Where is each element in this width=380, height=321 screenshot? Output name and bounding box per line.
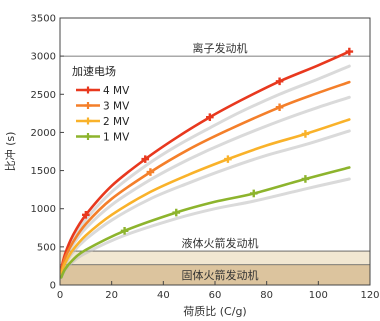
shadow-curve-1 [59, 64, 351, 272]
series-4-marker-4 [301, 175, 310, 183]
series-line-3 [60, 118, 351, 275]
series-line-1 [60, 50, 351, 271]
y-tick-label-0: 0 [50, 281, 56, 292]
series-3-marker-1 [224, 155, 232, 163]
legend-title: 加速电场 [72, 64, 116, 78]
y-tick-label-1500: 1500 [31, 166, 56, 177]
legend-marker-3 [84, 117, 92, 125]
legend-label-3: 2 MV [103, 116, 130, 128]
series-1-marker-4 [275, 77, 284, 86]
legend: 加速电场 4 MV 3 MV 2 MV 1 MV [72, 64, 130, 143]
y-axis-label: 比冲 (s) [3, 132, 17, 172]
series-4-marker-3 [249, 189, 258, 198]
x-tick-label-0: 0 [57, 290, 63, 301]
x-tick-label-40: 40 [157, 290, 170, 301]
legend-marker-1 [84, 86, 92, 94]
series-1-marker-5 [345, 47, 354, 56]
series-1-marker-1 [82, 211, 90, 219]
x-tick-label-100: 100 [309, 290, 328, 301]
solid-rocket-label: 固体火箭发动机 [182, 268, 259, 282]
y-tick-label-1000: 1000 [31, 204, 56, 215]
solid-rocket-band [60, 264, 370, 285]
y-tick-label-500: 500 [37, 242, 56, 253]
legend-marker-4 [84, 133, 92, 140]
ion-engine-label: 离子发动机 [193, 41, 248, 55]
series-4-marker-1 [120, 227, 129, 235]
y-tick-label-2500: 2500 [31, 90, 56, 101]
series-2-marker-1 [146, 168, 155, 176]
y-tick-label-3000: 3000 [31, 52, 56, 63]
y-tick-label-3500: 3500 [31, 14, 56, 25]
series-3-marker-2 [301, 130, 310, 138]
series-1-marker-2 [141, 155, 150, 163]
series-line-4 [60, 166, 351, 279]
axes [59, 17, 371, 286]
x-tick-label-120: 120 [360, 290, 379, 301]
legend-marker-2 [84, 102, 92, 109]
legend-label-1: 4 MV [103, 85, 130, 97]
liquid-rocket-label: 液体火箭发动机 [182, 236, 259, 250]
legend-label-2: 3 MV [103, 100, 130, 112]
x-tick-label-80: 80 [260, 290, 273, 301]
x-tick-label-20: 20 [105, 290, 118, 301]
reference-bands [60, 55, 370, 285]
x-tick-label-60: 60 [209, 290, 222, 301]
series-2-marker-2 [275, 103, 284, 112]
series-lines [60, 47, 354, 279]
x-axis-label: 荷质比 (C/g) [183, 305, 246, 318]
series-1-marker-3 [206, 113, 214, 121]
liquid-rocket-band [60, 251, 370, 265]
legend-label-4: 1 MV [103, 131, 130, 143]
series-4-marker-2 [172, 208, 181, 217]
y-tick-label-2000: 2000 [31, 128, 56, 139]
tick-labels: 0 20 40 60 80 100 120 0 500 1000 1500 2000 2500 3000 3… [31, 14, 380, 302]
